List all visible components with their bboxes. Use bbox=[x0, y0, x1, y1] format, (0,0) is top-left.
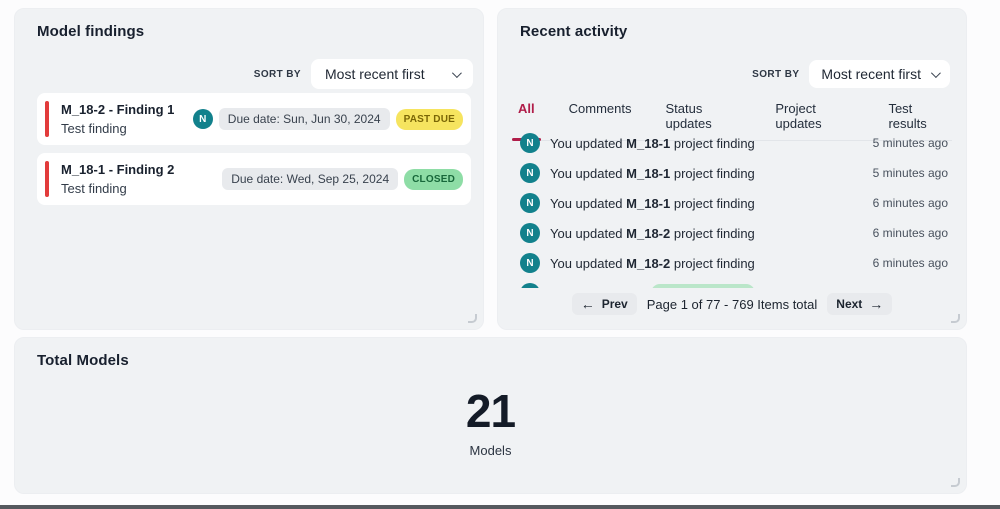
avatar: N bbox=[520, 223, 540, 243]
findings-sort-row: SORT BY Most recent first bbox=[254, 59, 473, 89]
total-models-stat: 21 Models bbox=[15, 386, 966, 458]
avatar: N bbox=[192, 109, 213, 129]
finding-accent-bar bbox=[45, 101, 49, 137]
activity-tabs: All Comments Status updates Project upda… bbox=[512, 97, 952, 141]
activity-model-name: M_18-2 bbox=[626, 255, 671, 271]
avatar: N bbox=[520, 283, 540, 288]
status-badge: CLOSED bbox=[404, 168, 463, 190]
finding-text: M_18-1 - Finding 2 Test finding bbox=[61, 160, 174, 198]
total-models-label: Models bbox=[469, 442, 512, 458]
activity-text: You updated M_18-1 project finding bbox=[550, 166, 755, 181]
window-bottom-edge bbox=[0, 505, 1000, 509]
activity-timestamp: 5 minutes ago bbox=[872, 166, 948, 180]
next-button[interactable]: Next → bbox=[827, 293, 893, 315]
finding-subtitle: Test finding bbox=[61, 121, 127, 136]
activity-prefix: You updated bbox=[550, 195, 627, 211]
activity-text: You updated M_18-2 project finding bbox=[550, 226, 755, 241]
activity-timestamp: 6 minutes ago bbox=[872, 256, 948, 270]
status-badge: PAST DUE bbox=[395, 108, 463, 130]
finding-subtitle: Test finding bbox=[61, 181, 127, 196]
activity-model-name: M_18-2 bbox=[626, 225, 671, 241]
total-models-value: 21 bbox=[465, 385, 516, 437]
activity-suffix: project finding bbox=[670, 165, 755, 181]
sort-by-label: SORT BY bbox=[253, 68, 301, 80]
activity-item[interactable]: N You updated M_18-1 project finding 5 m… bbox=[512, 128, 952, 158]
activity-prefix: You updated bbox=[550, 165, 627, 181]
activity-item[interactable]: N You updated M_18-1 project finding 6 m… bbox=[512, 188, 952, 218]
activity-text: You updated M_18-1 project finding bbox=[550, 136, 755, 151]
tab-comments[interactable]: Comments bbox=[568, 101, 632, 116]
avatar: N bbox=[520, 193, 540, 213]
model-findings-panel: Model findings SORT BY Most recent first… bbox=[14, 8, 484, 330]
status-badge bbox=[651, 284, 755, 288]
activity-suffix: project finding bbox=[670, 255, 755, 271]
arrow-right-icon: → bbox=[869, 296, 884, 312]
prev-label: Prev bbox=[601, 297, 628, 311]
total-models-title: Total Models bbox=[37, 352, 129, 369]
sort-by-label: SORT BY bbox=[752, 68, 800, 80]
avatar: N bbox=[520, 163, 540, 183]
tab-test-results[interactable]: Test results bbox=[888, 101, 927, 131]
activity-timestamp: 6 minutes ago bbox=[872, 226, 948, 240]
recent-activity-title: Recent activity bbox=[520, 23, 628, 40]
activity-text: You updated M_18-2 project finding bbox=[550, 256, 755, 271]
activity-text: You updated M_18-1 project finding bbox=[550, 196, 755, 211]
findings-sort-select[interactable]: Most recent first bbox=[311, 59, 473, 89]
activity-model-name: M_18-1 bbox=[626, 195, 671, 211]
finding-accent-bar bbox=[45, 161, 49, 197]
finding-title: M_18-2 - Finding 1 bbox=[61, 102, 175, 117]
pagination: ← Prev Page 1 of 77 - 769 Items total Ne… bbox=[498, 293, 966, 315]
arrow-left-icon: ← bbox=[580, 296, 595, 312]
model-findings-title: Model findings bbox=[37, 23, 145, 40]
findings-sort-value: Most recent first bbox=[325, 66, 425, 82]
due-date-pill: Due date: Wed, Sep 25, 2024 bbox=[222, 168, 399, 190]
activity-item[interactable]: N You updated M_18-1 project finding 5 m… bbox=[512, 158, 952, 188]
finding-card[interactable]: M_18-1 - Finding 2 Test finding Due date… bbox=[37, 153, 471, 205]
resize-handle-icon[interactable] bbox=[951, 478, 960, 487]
activity-model-name: M_18-1 bbox=[626, 135, 671, 151]
activity-timestamp: 5 minutes ago bbox=[872, 136, 948, 150]
finding-meta: N Due date: Sun, Jun 30, 2024 PAST DUE bbox=[192, 108, 463, 130]
activity-suffix: project finding bbox=[670, 225, 755, 241]
activity-sort-value: Most recent first bbox=[821, 66, 921, 82]
activity-prefix: You updated bbox=[550, 135, 627, 151]
activity-item[interactable]: N You updated M_18-2 project finding 6 m… bbox=[512, 218, 952, 248]
activity-suffix: project finding bbox=[670, 195, 755, 211]
activity-item[interactable]: N You updated M_18-2 project finding 6 m… bbox=[512, 248, 952, 278]
activity-timestamp: 6 minutes ago bbox=[872, 196, 948, 210]
recent-activity-panel: Recent activity SORT BY Most recent firs… bbox=[497, 8, 967, 330]
activity-sort-row: SORT BY Most recent first bbox=[752, 60, 950, 88]
avatar: N bbox=[520, 253, 540, 273]
pagination-summary: Page 1 of 77 - 769 Items total bbox=[646, 296, 818, 312]
finding-meta: Due date: Wed, Sep 25, 2024 CLOSED bbox=[222, 168, 463, 190]
tab-status-updates[interactable]: Status updates bbox=[665, 101, 712, 131]
prev-button[interactable]: ← Prev bbox=[571, 293, 637, 315]
activity-suffix: project finding bbox=[670, 135, 755, 151]
resize-handle-icon[interactable] bbox=[951, 314, 960, 323]
chevron-down-icon bbox=[451, 67, 462, 78]
finding-card[interactable]: M_18-2 - Finding 1 Test finding N Due da… bbox=[37, 93, 471, 145]
activity-list: N You updated M_18-1 project finding 5 m… bbox=[512, 128, 952, 288]
total-models-panel: Total Models 21 Models bbox=[14, 337, 967, 494]
activity-prefix: You updated bbox=[550, 255, 627, 271]
next-label: Next bbox=[836, 297, 863, 311]
resize-handle-icon[interactable] bbox=[468, 314, 477, 323]
activity-prefix: You updated bbox=[550, 225, 627, 241]
tab-project-updates[interactable]: Project updates bbox=[775, 101, 822, 131]
finding-title: M_18-1 - Finding 2 bbox=[61, 162, 175, 177]
finding-text: M_18-2 - Finding 1 Test finding bbox=[61, 100, 174, 138]
activity-item[interactable]: N bbox=[512, 278, 952, 288]
activity-sort-select[interactable]: Most recent first bbox=[809, 60, 950, 88]
chevron-down-icon bbox=[930, 67, 941, 78]
due-date-pill: Due date: Sun, Jun 30, 2024 bbox=[218, 108, 390, 130]
avatar: N bbox=[520, 133, 540, 153]
activity-model-name: M_18-1 bbox=[626, 165, 671, 181]
